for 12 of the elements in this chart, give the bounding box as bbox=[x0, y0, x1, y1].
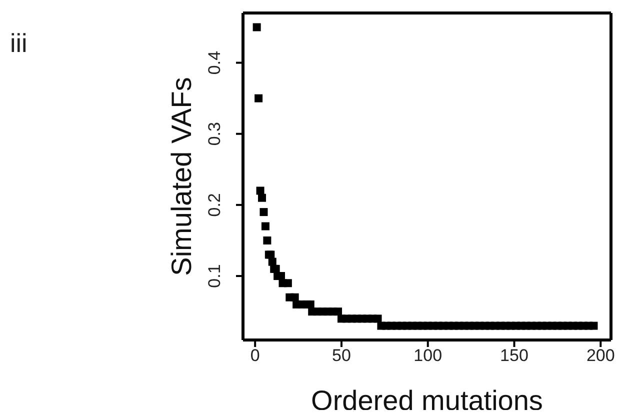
x-tick-label: 0 bbox=[250, 346, 260, 366]
text: iii bbox=[10, 28, 28, 59]
y-tick-label: 0.1 bbox=[205, 264, 224, 288]
x-tick-label: 50 bbox=[332, 346, 351, 366]
y-tick-label: 0.4 bbox=[205, 50, 224, 75]
x-tick-label: 150 bbox=[500, 346, 528, 366]
y-tick-label: 0.2 bbox=[205, 193, 224, 217]
y-axis-title: Simulated VAFs bbox=[166, 77, 197, 276]
x-axis-title: Ordered mutations bbox=[311, 385, 543, 416]
x-tick-label: 200 bbox=[586, 346, 615, 366]
y-tick-label: 0.3 bbox=[205, 122, 224, 146]
x-tick-label: 100 bbox=[414, 346, 442, 366]
